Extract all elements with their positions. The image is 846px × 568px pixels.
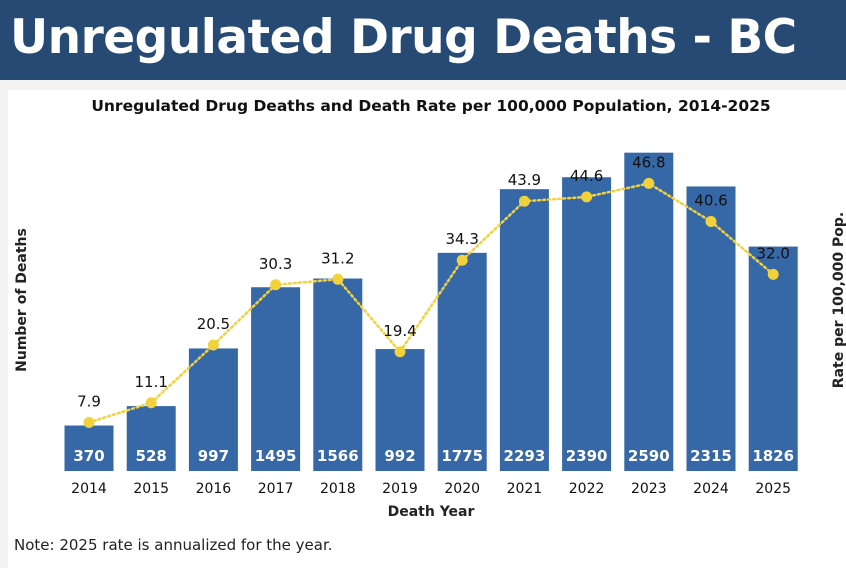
bar-value-label: 2390 xyxy=(566,447,608,465)
rate-value-label: 7.9 xyxy=(77,392,101,410)
bar-2024 xyxy=(686,186,736,471)
footnote: Note: 2025 rate is annualized for the ye… xyxy=(14,536,333,554)
bar-value-label: 1826 xyxy=(752,447,794,465)
bar-2020 xyxy=(437,252,487,471)
bar-value-label: 528 xyxy=(136,447,167,465)
bar-2015 xyxy=(126,406,176,471)
bar-value-label: 370 xyxy=(73,447,104,465)
rate-value-label: 44.6 xyxy=(570,167,603,185)
x-tick-label: 2023 xyxy=(631,481,667,497)
rate-point-2022 xyxy=(581,191,593,203)
rate-value-label: 34.3 xyxy=(445,230,478,248)
x-tick-label: 2024 xyxy=(693,481,729,497)
bar-2014 xyxy=(64,425,114,471)
bar-2016 xyxy=(188,348,238,471)
bar-value-label: 997 xyxy=(198,447,229,465)
bar-2019 xyxy=(375,349,425,471)
header-banner: Unregulated Drug Deaths - BC xyxy=(0,0,846,80)
rate-point-2018 xyxy=(332,273,344,285)
rate-point-2020 xyxy=(456,254,468,266)
bars-group xyxy=(64,152,798,472)
x-tick-label: 2025 xyxy=(755,481,791,497)
rate-value-label: 40.6 xyxy=(694,191,727,209)
bar-2025 xyxy=(748,246,798,471)
bar-value-label: 2315 xyxy=(690,447,732,465)
bar-value-label: 2590 xyxy=(628,447,670,465)
bar-value-label: 1566 xyxy=(317,447,359,465)
x-tick-label: 2019 xyxy=(382,481,418,497)
rate-value-label: 46.8 xyxy=(632,153,665,171)
bar-2021 xyxy=(499,189,549,472)
rate-value-label: 20.5 xyxy=(197,315,230,333)
x-tick-label: 2021 xyxy=(507,481,543,497)
x-tick-label: 2022 xyxy=(569,481,605,497)
rate-labels-group: 7.9 11.1 20.5 30.3 31.2 19.4 34.3 43.9 44.6 46.8 4… xyxy=(77,153,790,410)
bar-value-label: 1495 xyxy=(255,447,297,465)
bar-labels-group: 370 528 997 1495 1566 992 1775 2293 2390 2590 2315… xyxy=(73,447,794,465)
rate-point-2015 xyxy=(145,397,157,409)
x-tick-label: 2016 xyxy=(196,481,232,497)
y-axis-label: Number of Deaths xyxy=(14,228,30,372)
rate-value-label: 31.2 xyxy=(321,249,354,267)
y2-axis-label: Rate per 100,000 Pop. xyxy=(831,212,846,388)
rate-point-2021 xyxy=(518,195,530,207)
page-title: Unregulated Drug Deaths - BC xyxy=(10,10,797,65)
x-ticks-group: 2014 2015 2016 2017 2018 2019 2020 2021 2022 2023… xyxy=(71,481,791,497)
rate-point-2025 xyxy=(767,268,779,280)
rate-point-2014 xyxy=(83,416,95,428)
bar-value-label: 2293 xyxy=(504,447,546,465)
rate-point-2024 xyxy=(705,215,717,227)
bar-2022 xyxy=(562,177,612,472)
x-tick-label: 2014 xyxy=(71,481,107,497)
bar-value-label: 992 xyxy=(384,447,415,465)
chart-title: Unregulated Drug Deaths and Death Rate p… xyxy=(91,97,770,115)
bar-2017 xyxy=(251,287,301,471)
rate-value-label: 11.1 xyxy=(134,373,167,391)
bar-2023 xyxy=(624,152,674,471)
rate-point-2019 xyxy=(394,346,406,358)
bar-2018 xyxy=(313,278,363,471)
rate-point-2023 xyxy=(643,177,655,189)
x-tick-label: 2015 xyxy=(133,481,169,497)
rate-line-group xyxy=(83,177,779,428)
rate-value-label: 43.9 xyxy=(508,171,541,189)
rate-series-line xyxy=(87,182,775,424)
x-axis-label: Death Year xyxy=(388,504,475,520)
rate-value-label: 30.3 xyxy=(259,255,292,273)
x-tick-label: 2020 xyxy=(444,481,480,497)
rate-point-2017 xyxy=(270,279,282,291)
x-tick-label: 2017 xyxy=(258,481,294,497)
x-tick-label: 2018 xyxy=(320,481,356,497)
bar-value-label: 1775 xyxy=(441,447,483,465)
rate-value-label: 19.4 xyxy=(383,322,416,340)
rate-point-2016 xyxy=(207,339,219,351)
rate-value-label: 32.0 xyxy=(756,244,789,262)
